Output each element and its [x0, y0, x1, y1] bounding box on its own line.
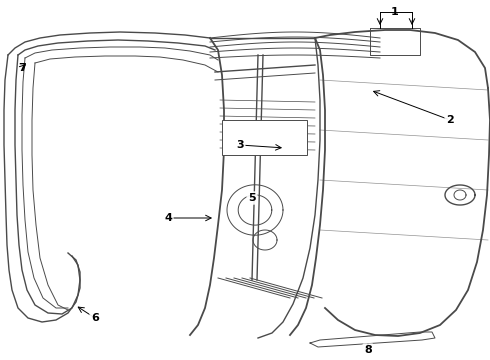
Text: 4: 4 [164, 213, 172, 223]
Text: 2: 2 [446, 115, 454, 125]
Text: 6: 6 [91, 313, 99, 323]
Text: 1: 1 [391, 7, 399, 17]
Text: 8: 8 [364, 345, 372, 355]
Bar [222, 120, 307, 155]
Text: 3: 3 [236, 140, 244, 150]
Text: 7: 7 [18, 63, 26, 73]
Text: 5: 5 [248, 193, 256, 203]
